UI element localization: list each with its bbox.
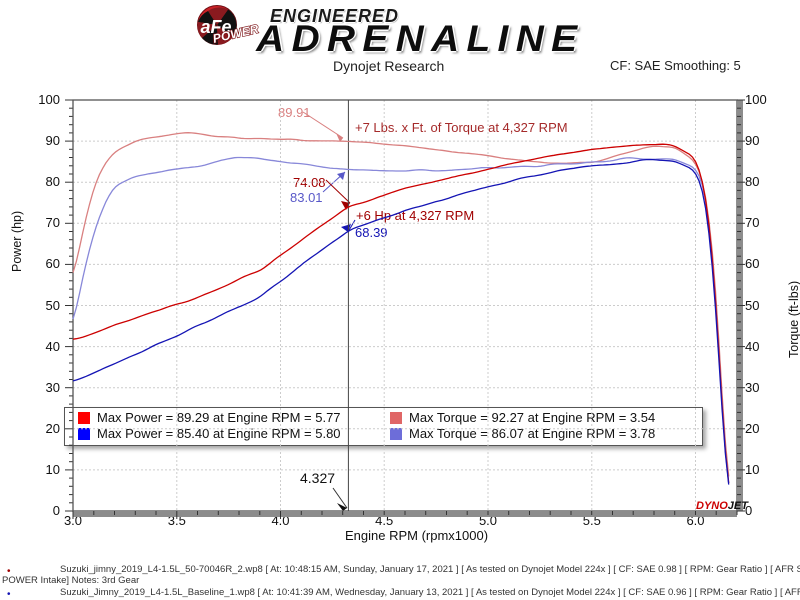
svg-text:DYNOJET: DYNOJET xyxy=(696,500,749,512)
